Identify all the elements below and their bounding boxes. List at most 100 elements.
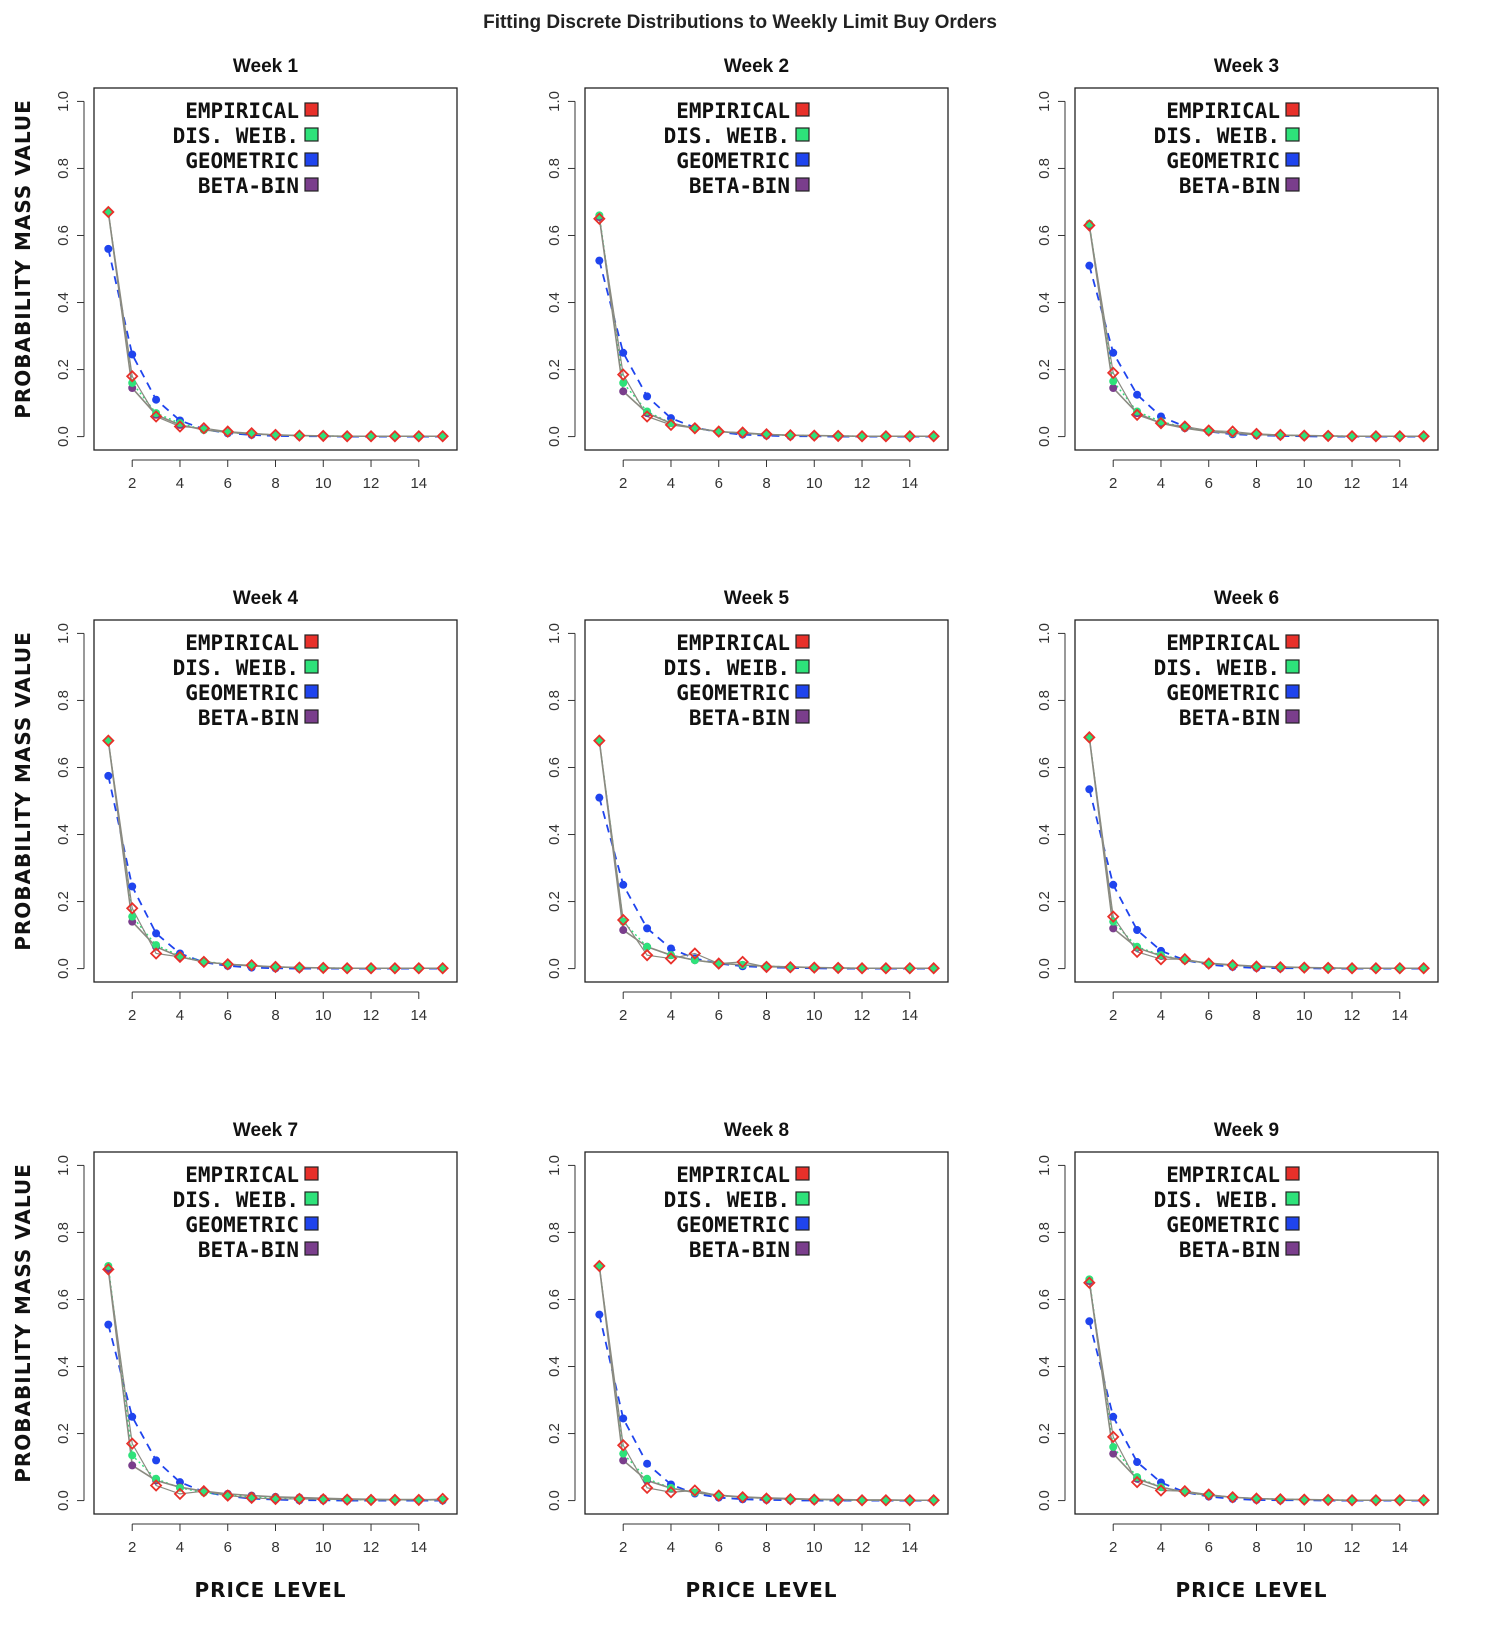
y-tick-label: 0.0 <box>1036 958 1053 979</box>
dis-weib-point <box>128 912 137 921</box>
empirical-point <box>1417 961 1430 975</box>
geometric-point <box>619 1414 628 1423</box>
x-tick-label: 6 <box>715 1539 723 1556</box>
dis-weib-point <box>666 951 675 960</box>
empirical-point <box>688 1484 702 1497</box>
geometric-point <box>104 1320 113 1329</box>
legend-label: EMPIRICAL <box>676 99 790 123</box>
empirical-point <box>1274 428 1287 442</box>
legend-swatch-empirical <box>1285 102 1300 117</box>
empirical-point <box>221 1489 235 1502</box>
empirical-point <box>412 429 426 443</box>
plot-frame <box>584 87 949 451</box>
x-tick-label: 12 <box>1344 475 1361 492</box>
empirical-point <box>293 1492 306 1506</box>
dis-weib-point <box>595 211 604 220</box>
legend-swatch-empirical <box>795 1166 810 1181</box>
legend-label: BETA-BIN <box>689 1238 790 1262</box>
legend-swatch-empirical <box>795 102 810 117</box>
y-tick-label: 0.2 <box>546 891 563 912</box>
x-tick-label: 6 <box>1205 1007 1213 1024</box>
empirical-point <box>149 947 163 960</box>
y-tick-label: 1.0 <box>546 623 563 644</box>
legend-swatch-geometric <box>304 684 319 699</box>
empirical-point <box>221 425 235 438</box>
beta-bin-series-line <box>598 740 934 970</box>
x-tick-label: 12 <box>363 475 380 492</box>
y-tick-label: 0.2 <box>546 1423 563 1444</box>
legend-label: GEOMETRIC <box>1166 1213 1280 1237</box>
y-axis-title: PROBABILITY MASS VALUE <box>11 1163 35 1483</box>
empirical-point <box>436 429 449 443</box>
legend-label: DIS. WEIB. <box>664 656 790 680</box>
legend-label: DIS. WEIB. <box>1154 656 1280 680</box>
empirical-point <box>760 960 773 974</box>
empirical-point <box>1417 429 1430 443</box>
empirical-point <box>784 1492 797 1506</box>
x-tick-label: 14 <box>901 1539 918 1556</box>
geometric-point <box>643 1459 652 1468</box>
empirical-point <box>1345 961 1359 975</box>
empirical-point <box>593 734 606 747</box>
legend-swatch-beta-bin <box>304 709 319 724</box>
empirical-point <box>855 429 869 443</box>
x-tick-label: 14 <box>1391 475 1408 492</box>
legend-swatch-dis-weib <box>1285 659 1300 674</box>
legend-label: GEOMETRIC <box>185 1213 299 1237</box>
empirical-point <box>173 420 187 433</box>
dis-weib-point <box>643 1474 652 1483</box>
empirical-point <box>1345 429 1359 443</box>
legend-label: GEOMETRIC <box>185 149 299 173</box>
geometric-point <box>152 929 161 938</box>
plot-frame <box>93 1151 458 1515</box>
dis-weib-point <box>128 378 137 387</box>
empirical-point <box>173 1487 187 1501</box>
geometric-point <box>595 793 604 802</box>
empirical-point <box>1106 1430 1120 1444</box>
x-tick-label: 4 <box>667 1539 675 1556</box>
empirical-point <box>664 1485 678 1499</box>
empirical-point <box>927 961 940 975</box>
empirical-point <box>1274 960 1287 974</box>
x-tick-label: 2 <box>619 475 627 492</box>
y-tick-label: 0.8 <box>546 158 563 179</box>
legend-swatch-empirical <box>1285 634 1300 649</box>
beta-bin-series-line <box>107 1269 443 1501</box>
dis-weib-point <box>1133 407 1142 416</box>
x-tick-label: 6 <box>224 1539 232 1556</box>
empirical-point <box>664 952 678 965</box>
x-tick-label: 2 <box>619 1007 627 1024</box>
geometric-series-line <box>107 248 443 438</box>
geometric-point <box>666 944 675 953</box>
y-tick-label: 0.6 <box>1036 757 1053 778</box>
panel-title: Week 5 <box>724 588 790 609</box>
plot-frame <box>93 619 458 983</box>
empirical-point <box>102 205 115 219</box>
empirical-point <box>831 1493 845 1507</box>
y-tick-label: 0.8 <box>55 1222 72 1243</box>
x-tick-label: 8 <box>271 1007 279 1024</box>
beta-bin-point <box>1109 383 1118 392</box>
legend-label: BETA-BIN <box>198 1238 299 1262</box>
x-tick-label: 10 <box>806 1539 823 1556</box>
legend-label: GEOMETRIC <box>1166 681 1280 705</box>
y-tick-label: 0.4 <box>546 292 563 313</box>
empirical-point <box>436 961 449 975</box>
legend-label: GEOMETRIC <box>676 1213 790 1237</box>
legend-label: BETA-BIN <box>1179 1238 1280 1262</box>
legend-swatch-empirical <box>304 634 319 649</box>
y-tick-label: 0.8 <box>1036 690 1053 711</box>
dis-weib-series-line <box>598 740 934 969</box>
empirical-point <box>593 212 606 225</box>
empirical-point <box>269 960 282 974</box>
legend-swatch-dis-weib <box>304 659 319 674</box>
empirical-point <box>927 429 940 443</box>
y-tick-label: 1.0 <box>55 1155 72 1176</box>
x-tick-label: 12 <box>363 1007 380 1024</box>
dis-weib-point <box>128 1451 137 1460</box>
empirical-point <box>293 961 306 974</box>
x-tick-label: 10 <box>1296 475 1313 492</box>
empirical-point <box>340 429 354 443</box>
empirical-point <box>616 1439 630 1452</box>
y-tick-label: 0.0 <box>546 1490 563 1511</box>
